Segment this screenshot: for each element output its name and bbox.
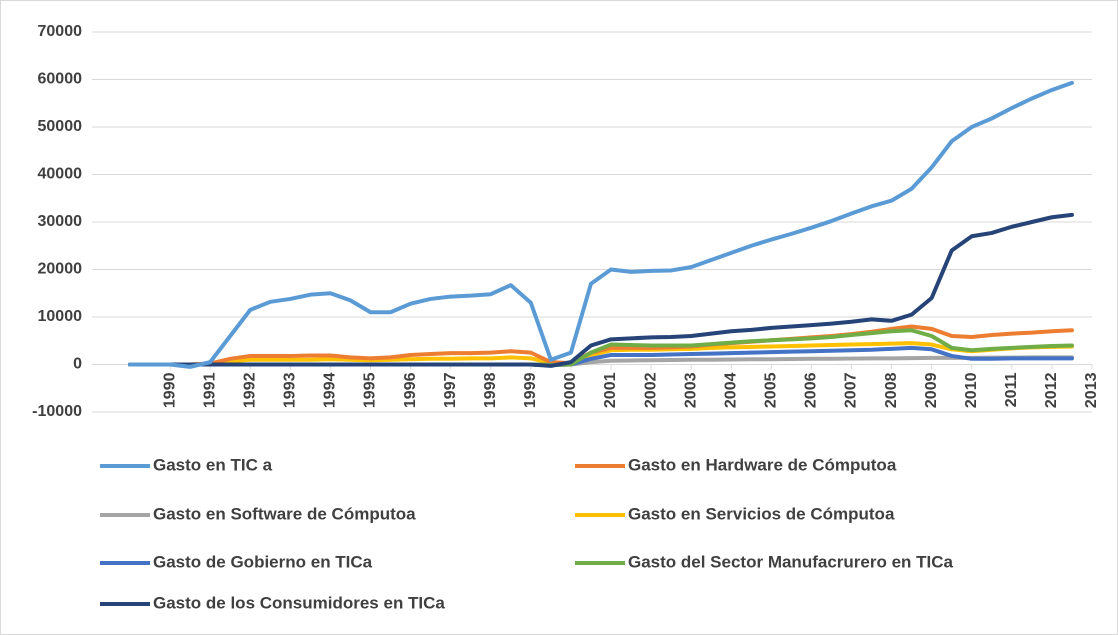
x-tick-label: 2009 [923,372,940,408]
x-tick-label: 2002 [642,372,659,408]
x-tick-label: 1995 [362,372,379,408]
x-tick-label: 2001 [602,372,619,408]
legend-label: Gasto de Gobierno en TICa [153,552,373,571]
x-tick-label: 2010 [963,372,980,408]
legend-label: Gasto en Hardware de Cómputoa [628,455,897,474]
y-tick-label: 50000 [38,118,83,135]
x-tick-label: 1999 [522,372,539,408]
y-tick-label: 60000 [38,71,83,88]
x-tick-label: 2005 [763,372,780,408]
y-tick-label: 20000 [38,261,83,278]
x-tick-label: 2007 [843,372,860,408]
x-tick-label: 2004 [722,372,739,408]
y-tick-label: 10000 [38,308,83,325]
legend-label: Gasto del Sector Manufacrurero en TICa [628,552,954,571]
x-tick-label: 1998 [482,372,499,408]
x-tick-label: 2011 [1003,372,1020,407]
line-series [128,80,1074,369]
x-tick-label: 2006 [803,372,820,408]
x-tick-label: 1997 [442,372,459,408]
x-tick-label: 2000 [562,372,579,408]
x-tick-label: 1996 [402,372,419,408]
legend-label: Gasto en TIC a [153,455,273,474]
legend-label: Gasto en Servicios de Cómputoa [628,504,895,523]
line-series [128,212,1074,368]
x-tick-label: 2008 [883,372,900,408]
y-tick-label: 0 [73,356,82,373]
x-tick-label: 2012 [1043,372,1060,408]
legend-label: Gasto en Software de Cómputoa [153,504,416,523]
x-tick-label: 1992 [241,372,258,408]
x-tick-label: 1990 [161,372,178,408]
y-tick-label: 30000 [38,213,83,230]
y-tick-label: 40000 [38,166,83,183]
x-tick-label: 1991 [201,372,218,408]
y-tick-label: 70000 [38,23,83,40]
legend-label: Gasto de los Consumidores en TICa [153,593,445,612]
x-tick-label: 2013 [1083,372,1100,408]
y-tick-label: -10000 [32,403,82,420]
x-tick-label: 1993 [282,372,299,408]
line-series [128,341,1074,367]
x-tick-label: 1994 [322,372,339,408]
x-tick-label: 2003 [682,372,699,408]
